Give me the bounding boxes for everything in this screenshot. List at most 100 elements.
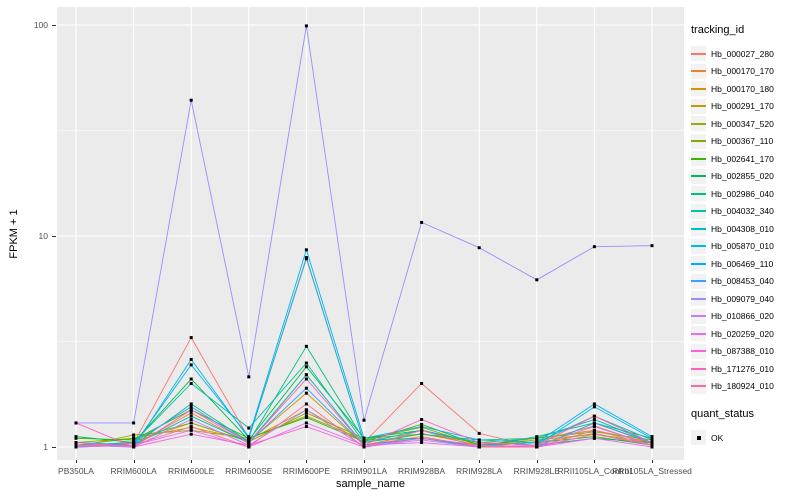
data-point	[304, 425, 308, 429]
data-point	[74, 435, 78, 439]
data-point	[535, 443, 539, 447]
data-point	[189, 408, 193, 412]
data-point	[420, 441, 424, 445]
data-point	[247, 443, 251, 447]
data-point	[304, 373, 308, 377]
legend-item-Hb_000170_170: Hb_000170_170	[691, 63, 799, 81]
legend-item-Hb_020259_020: Hb_020259_020	[691, 325, 799, 343]
legend-item-Hb_005870_010: Hb_005870_010	[691, 238, 799, 256]
legend-line-icon	[691, 175, 706, 178]
legend-item-Hb_009079_040: Hb_009079_040	[691, 290, 799, 308]
quant-legend-items: OK	[691, 429, 799, 447]
legend-item-Hb_000291_170: Hb_000291_170	[691, 98, 799, 116]
data-point	[247, 436, 251, 440]
legend-item-label: Hb_002986_040	[711, 188, 774, 199]
data-point	[189, 357, 193, 361]
x-tick-label-RRIM928LE: RRIM928LE	[513, 466, 560, 476]
data-point	[189, 377, 193, 381]
legend-key-swatch	[691, 151, 706, 167]
data-point	[420, 220, 424, 224]
legend-key-swatch	[691, 133, 706, 149]
data-point	[650, 435, 654, 439]
x-tick-label-RRIM928BA: RRIM928BA	[397, 466, 446, 476]
data-point	[132, 433, 136, 437]
data-point	[304, 24, 308, 28]
data-point	[477, 246, 481, 250]
quant-status-legend: quant_status OK	[691, 408, 799, 447]
data-point	[189, 414, 193, 418]
data-point	[592, 432, 596, 436]
data-point	[592, 435, 596, 439]
legend-key-swatch	[691, 378, 706, 394]
legend-line-icon	[691, 157, 706, 160]
data-point	[477, 445, 481, 449]
legend-line-icon	[691, 192, 706, 195]
data-point	[535, 436, 539, 440]
x-tick-label-RRIM600PE: RRIM600PE	[282, 466, 331, 476]
legend-key-swatch	[691, 273, 706, 289]
data-point	[592, 414, 596, 418]
legend-item-label: Hb_004308_010	[711, 223, 774, 234]
data-points	[74, 24, 654, 449]
legend-items: Hb_000027_280 Hb_000170_170 Hb_000170_180 H…	[691, 45, 799, 395]
x-tick-mark	[248, 460, 250, 463]
legend-key-swatch	[691, 203, 706, 219]
legend-item-label: Hb_000367_110	[711, 136, 774, 147]
legend-item-Hb_002986_040: Hb_002986_040	[691, 185, 799, 203]
legend-item-label: Hb_087388_010	[711, 346, 774, 357]
legend-key-swatch	[691, 221, 706, 237]
legend-title-tracking-id: tracking_id	[691, 24, 745, 36]
legend-item-label: Hb_002641_170	[711, 153, 774, 164]
data-point	[304, 415, 308, 419]
data-point	[189, 381, 193, 385]
data-point	[420, 438, 424, 442]
data-point	[247, 426, 251, 430]
data-point	[592, 417, 596, 421]
data-point	[362, 443, 366, 447]
data-point	[420, 425, 424, 429]
legend-key-swatch	[691, 256, 706, 272]
data-point	[592, 425, 596, 429]
data-point	[247, 375, 251, 379]
legend-line-icon	[691, 262, 706, 265]
legend-item-Hb_171276_010: Hb_171276_010	[691, 360, 799, 378]
legend-item-label: Hb_171276_010	[711, 363, 774, 374]
data-point	[304, 344, 308, 348]
legend-item-label: Hb_008453_040	[711, 276, 774, 287]
y-tick-label: 100	[33, 20, 48, 30]
legend-item-Hb_006469_110: Hb_006469_110	[691, 255, 799, 273]
data-point	[304, 377, 308, 381]
quant-legend-item-OK: OK	[691, 429, 799, 447]
legend-item-Hb_004308_010: Hb_004308_010	[691, 220, 799, 238]
data-point	[247, 438, 251, 442]
data-point	[247, 435, 251, 439]
x-tick-mark	[536, 460, 538, 463]
data-point	[132, 441, 136, 445]
legend-item-label: Hb_180924_010	[711, 381, 774, 392]
legend-key-swatch	[691, 116, 706, 132]
data-point	[592, 421, 596, 425]
legend-item-label: Hb_004032_340	[711, 206, 774, 217]
legend-item-label: Hb_009079_040	[711, 293, 774, 304]
data-point	[304, 421, 308, 425]
data-point	[304, 256, 308, 260]
legend-line-icon	[691, 140, 706, 143]
x-tick-mark	[421, 460, 423, 463]
data-point	[362, 441, 366, 445]
legend-item-label: Hb_006469_110	[711, 258, 774, 269]
x-axis-title: sample_name	[335, 478, 406, 490]
legend-line-icon	[691, 70, 706, 73]
x-tick-mark	[76, 460, 77, 463]
data-point	[304, 411, 308, 415]
legend-item-label: Hb_000170_180	[711, 83, 774, 94]
legend-item-Hb_087388_010: Hb_087388_010	[691, 343, 799, 361]
x-tick-label-RRIM600SE: RRIM600SE	[225, 466, 273, 476]
data-point	[189, 402, 193, 406]
legend-item-Hb_008453_040: Hb_008453_040	[691, 273, 799, 291]
legend-item-Hb_000170_180: Hb_000170_180	[691, 80, 799, 98]
legend-item-label: Hb_002855_020	[711, 171, 774, 182]
data-point	[420, 435, 424, 439]
y-tick-mark	[52, 24, 56, 26]
data-point	[132, 445, 136, 449]
data-point	[362, 418, 366, 422]
